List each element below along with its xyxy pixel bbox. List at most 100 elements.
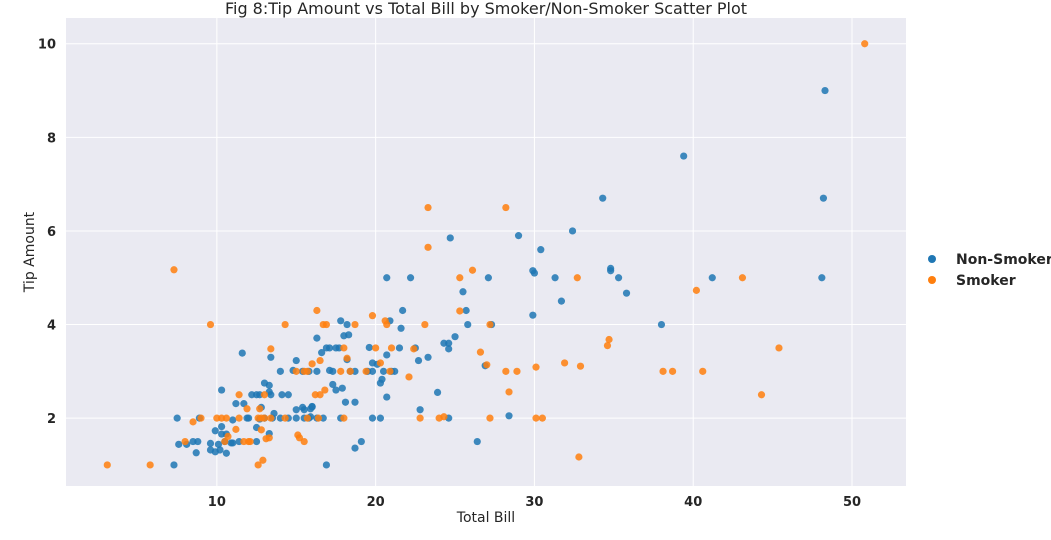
non-smoker-point (292, 356, 300, 365)
non-smoker-point (397, 324, 405, 332)
smoker-point (575, 453, 583, 461)
non-smoker-point (308, 402, 316, 411)
legend-smoker-label: Smoker (956, 273, 1016, 289)
non-smoker-point (284, 391, 292, 399)
non-smoker-point (232, 400, 240, 408)
grid-lines (66, 18, 906, 486)
smoker-point (232, 425, 240, 433)
non-smoker-point (368, 414, 377, 422)
smoker-point (386, 367, 394, 375)
smoker-point (103, 461, 111, 469)
smoker-point (405, 373, 413, 381)
non-smoker-point (529, 267, 537, 275)
non-smoker-point (568, 227, 577, 235)
smoker-point (483, 361, 491, 369)
smoker-point (476, 348, 485, 356)
smoker-point (561, 359, 569, 367)
non-smoker-point (365, 343, 373, 352)
non-smoker-point (248, 391, 256, 399)
non-smoker-point (708, 274, 716, 282)
non-smoker-point (211, 427, 219, 435)
non-smoker-point (446, 234, 454, 242)
y-axis-label: Tip Amount (22, 211, 38, 293)
smoker-point (576, 362, 585, 370)
smoker-point (170, 266, 178, 274)
x-axis-label: Total Bill (456, 510, 515, 526)
non-smoker-point (821, 86, 829, 95)
non-smoker-point (192, 449, 200, 457)
smoker-point (308, 360, 316, 368)
non-smoker-point (406, 274, 415, 282)
non-smoker-point (551, 274, 559, 282)
non-smoker-point (351, 398, 359, 406)
smoker-point (692, 286, 700, 294)
non-smoker-point (229, 439, 237, 447)
non-smoker-point (505, 412, 513, 420)
non-smoker-point (194, 437, 202, 446)
non-smoker-point (368, 359, 377, 367)
non-smoker-point (395, 344, 404, 352)
smoker-point (699, 367, 707, 375)
y-tick-label: 2 (47, 412, 56, 427)
smoker-point (532, 414, 540, 422)
non-smoker-point (343, 320, 351, 329)
smoker-point (372, 344, 380, 352)
non-smoker-point (451, 333, 459, 341)
non-smoker-point (338, 384, 346, 392)
smoker-point (221, 437, 229, 446)
non-smoker-point (357, 437, 365, 446)
non-smoker-point (337, 317, 345, 325)
data-points (103, 40, 869, 469)
smoker-point (197, 414, 205, 422)
smoker-point (424, 243, 432, 251)
non-smoker-point (383, 393, 391, 401)
smoker-point (861, 40, 869, 48)
smoker-point (224, 432, 232, 440)
legend-non-smoker-label: Non-Smoker (956, 252, 1051, 268)
non-smoker-point (445, 345, 453, 353)
non-smoker-point (614, 274, 623, 282)
non-smoker-point (414, 356, 423, 365)
smoker-point (257, 426, 265, 434)
x-tick-label: 20 (367, 495, 385, 510)
non-smoker-point (557, 297, 566, 305)
chart-title: Fig 8:Tip Amount vs Total Bill by Smoker… (225, 0, 747, 18)
x-tick-label: 10 (208, 495, 226, 510)
legend-smoker-marker (928, 276, 936, 284)
smoker-point (532, 363, 540, 371)
smoker-point (603, 342, 612, 350)
smoker-point (206, 320, 215, 329)
smoker-point (416, 414, 424, 422)
non-smoker-point (313, 367, 321, 375)
non-smoker-point (222, 449, 230, 457)
non-smoker-point (464, 320, 472, 329)
non-smoker-point (322, 461, 331, 469)
non-smoker-point (292, 414, 300, 422)
smoker-point (340, 414, 348, 422)
non-smoker-point (313, 334, 321, 342)
smoker-point (316, 356, 324, 365)
non-smoker-point (170, 461, 178, 469)
non-smoker-point (433, 388, 442, 396)
smoker-point (605, 335, 613, 344)
smoker-point (538, 414, 546, 422)
non-smoker-point (376, 414, 385, 422)
non-smoker-point (459, 288, 467, 296)
smoker-point (321, 386, 329, 394)
y-tick-label: 6 (47, 225, 56, 240)
non-smoker-point (399, 306, 407, 315)
non-smoker-point (378, 375, 386, 383)
non-smoker-point (383, 274, 391, 282)
smoker-point (181, 437, 189, 446)
smoker-point (343, 354, 351, 362)
smoker-point (486, 320, 494, 329)
x-tick-label: 30 (525, 495, 543, 510)
smoker-point (218, 414, 226, 422)
smoker-point (246, 437, 254, 446)
smoker-point (513, 367, 521, 375)
non-smoker-point (537, 246, 545, 254)
smoker-point (502, 367, 510, 375)
smoker-point (322, 320, 331, 329)
non-smoker-point (238, 349, 246, 357)
non-smoker-point (445, 339, 453, 347)
